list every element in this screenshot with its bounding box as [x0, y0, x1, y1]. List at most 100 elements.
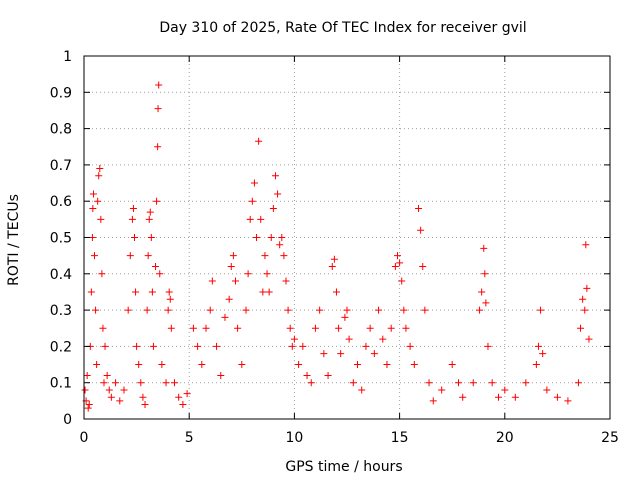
y-tick-label: 0.8: [50, 122, 72, 138]
data-point: [162, 379, 170, 387]
data-point: [303, 371, 311, 379]
data-point: [242, 306, 250, 314]
data-point: [145, 215, 153, 223]
x-tick-label: 20: [496, 430, 514, 446]
grid-lines: [84, 56, 610, 419]
data-point: [152, 263, 160, 271]
y-tick-label: 0.2: [50, 339, 72, 355]
data-point: [133, 342, 141, 350]
data-point: [579, 295, 587, 303]
data-point: [438, 386, 446, 394]
data-point: [84, 404, 92, 412]
data-point: [144, 252, 152, 260]
data-point: [129, 204, 137, 212]
data-point: [410, 361, 418, 369]
y-axis-ticks: 0 0.1 0.2 0.3 0.4 0.5 0.6 0.7 0.8 0.9 1: [50, 49, 610, 428]
data-point: [494, 393, 502, 401]
data-point: [101, 342, 109, 350]
data-point: [100, 379, 108, 387]
data-point: [97, 215, 105, 223]
data-point: [98, 270, 106, 278]
data-point: [284, 306, 292, 314]
data-point: [149, 342, 157, 350]
data-point: [362, 342, 370, 350]
data-point: [87, 288, 95, 296]
data-point: [99, 324, 107, 332]
data-point: [165, 288, 173, 296]
data-point: [337, 350, 345, 358]
data-point: [286, 324, 294, 332]
data-point: [85, 400, 93, 408]
data-point: [107, 393, 115, 401]
data-point: [402, 324, 410, 332]
data-point: [391, 263, 399, 271]
data-point: [316, 306, 324, 314]
data-point: [425, 379, 433, 387]
data-point: [112, 379, 120, 387]
data-point: [476, 306, 484, 314]
data-point: [274, 190, 282, 198]
data-point: [417, 226, 425, 234]
data-point: [400, 306, 408, 314]
data-point: [543, 386, 551, 394]
data-point: [415, 204, 423, 212]
data-point: [238, 361, 246, 369]
data-point: [379, 335, 387, 343]
data-point: [582, 241, 590, 249]
data-point: [81, 386, 89, 394]
data-point: [375, 306, 383, 314]
data-point: [511, 393, 519, 401]
data-point: [406, 342, 414, 350]
data-point: [120, 386, 128, 394]
data-point: [147, 234, 155, 241]
data-point: [354, 361, 362, 369]
data-point: [261, 252, 269, 260]
data-point: [577, 324, 585, 332]
data-point: [534, 342, 542, 350]
data-point: [366, 324, 374, 332]
data-point: [94, 197, 102, 205]
data-point: [130, 234, 138, 241]
data-point: [345, 335, 353, 343]
data-point: [155, 81, 163, 89]
data-point: [116, 397, 124, 405]
data-point: [429, 397, 437, 405]
data-point: [208, 277, 216, 285]
data-point: [288, 342, 296, 350]
data-point: [229, 252, 237, 260]
x-tick-label: 5: [185, 430, 194, 446]
data-point: [383, 361, 391, 369]
data-point: [170, 379, 178, 387]
data-point: [574, 379, 582, 387]
y-tick-label: 0: [63, 412, 72, 428]
data-point: [398, 277, 406, 285]
data-point: [89, 190, 97, 198]
data-point: [396, 259, 404, 267]
data-point: [166, 295, 174, 303]
data-point: [189, 324, 197, 332]
data-point: [88, 234, 96, 241]
data-point: [290, 335, 298, 343]
data-point: [320, 350, 328, 358]
data-point: [421, 306, 429, 314]
data-point: [253, 234, 261, 241]
data-point: [276, 241, 284, 249]
x-axis-label: GPS time / hours: [285, 459, 402, 475]
data-point: [328, 263, 336, 271]
data-point: [231, 277, 239, 285]
data-point: [202, 324, 210, 332]
data-point: [332, 288, 340, 296]
data-point: [103, 371, 111, 379]
data-point: [164, 306, 172, 314]
x-tick-label: 15: [391, 430, 409, 446]
data-point: [83, 371, 91, 379]
data-point: [248, 197, 256, 205]
data-point: [581, 306, 589, 314]
data-point: [448, 361, 456, 369]
data-point: [393, 252, 401, 260]
data-point: [244, 270, 252, 278]
data-point: [146, 208, 154, 216]
data-point: [143, 306, 151, 314]
data-point: [154, 105, 162, 113]
data-point: [156, 270, 164, 278]
